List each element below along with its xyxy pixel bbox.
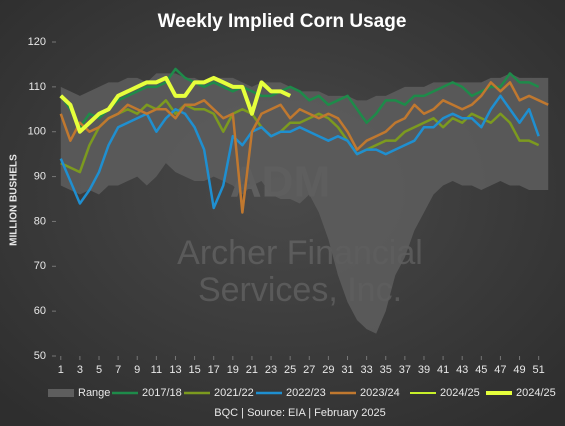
legend-swatch	[48, 389, 74, 397]
legend-label: 2022/23	[286, 387, 326, 399]
x-tick-label: 3	[77, 364, 83, 376]
x-tick-label: 39	[418, 364, 430, 376]
x-tick-label: 17	[208, 364, 220, 376]
x-tick-label: 29	[322, 364, 334, 376]
x-tick-label: 21	[246, 364, 258, 376]
footer: BQC | Source: EIA | February 2025	[214, 407, 385, 419]
y-tick-label: 50	[34, 350, 46, 362]
x-tick-label: 51	[533, 364, 545, 376]
legend-label: Range	[78, 387, 110, 399]
y-tick-label: 100	[28, 126, 46, 138]
x-tick-label: 25	[284, 364, 296, 376]
x-tick-label: 31	[341, 364, 353, 376]
x-tick-label: 11	[151, 364, 162, 376]
x-tick-label: 7	[115, 364, 121, 376]
chart-title: Weekly Implied Corn Usage	[158, 11, 407, 32]
x-tick-label: 41	[437, 364, 449, 376]
series-line	[59, 94, 540, 210]
x-tick-label: 45	[475, 364, 487, 376]
series-line	[59, 67, 540, 129]
x-tick-label: 23	[265, 364, 277, 376]
legend-label: 2021/22	[214, 387, 254, 399]
series-line	[59, 75, 292, 134]
y-tick-label: 120	[28, 36, 46, 48]
series-line	[59, 81, 549, 214]
x-tick-label: 5	[96, 364, 102, 376]
range-area	[60, 73, 549, 334]
x-tick-label: 35	[380, 364, 392, 376]
legend-label: 2023/24	[360, 387, 400, 399]
y-axis-label: MILLION BUSHELS	[9, 154, 20, 246]
x-tick-label: 13	[169, 364, 181, 376]
y-tick-label: 70	[34, 260, 46, 272]
legend-label: 2017/18	[142, 387, 182, 399]
x-tick-label: 47	[494, 364, 506, 376]
x-tick-label: 9	[134, 364, 140, 376]
x-tick-label: 33	[361, 364, 373, 376]
x-tick-label: 1	[58, 364, 64, 376]
y-tick-label: 60	[34, 305, 46, 317]
x-tick-label: 15	[188, 364, 200, 376]
x-tick-label: 37	[399, 364, 411, 376]
y-tick-label: 110	[28, 81, 46, 93]
legend-label: 2024/25	[440, 387, 480, 399]
x-tick-label: 19	[227, 364, 239, 376]
y-tick-label: 90	[34, 170, 46, 182]
y-tick-label: 80	[34, 215, 46, 227]
x-tick-label: 43	[456, 364, 468, 376]
x-tick-label: 49	[513, 364, 525, 376]
legend-label: 2024/25	[516, 387, 556, 399]
x-tick-label: 27	[303, 364, 315, 376]
